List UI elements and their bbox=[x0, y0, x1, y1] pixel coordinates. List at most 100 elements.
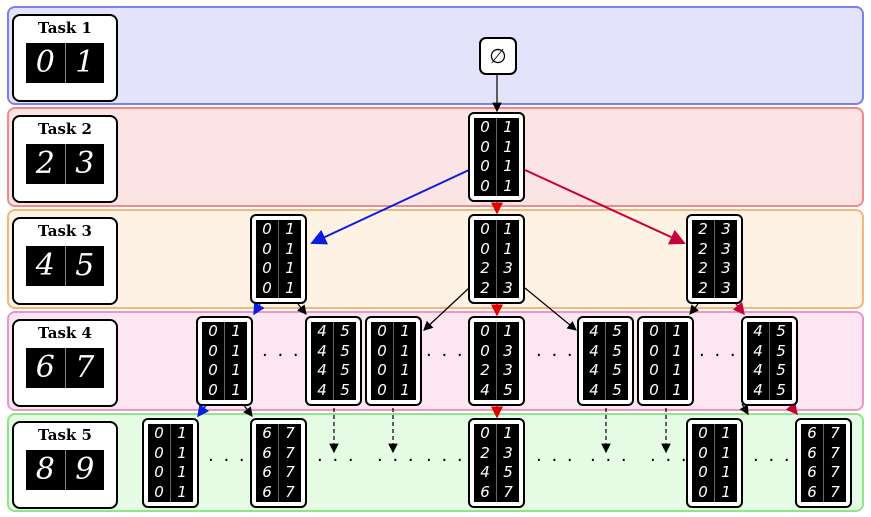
digit: 0 bbox=[698, 463, 708, 481]
digit: 1 bbox=[665, 322, 688, 342]
digit: 0 bbox=[377, 322, 387, 340]
edge-t2-t3left bbox=[310, 169, 470, 245]
digit: 1 bbox=[393, 341, 416, 361]
ellipsis: · · · bbox=[426, 450, 465, 471]
digit: 1 bbox=[393, 322, 416, 342]
digit: 5 bbox=[769, 380, 792, 400]
digit: 6 bbox=[262, 463, 272, 481]
digit: 5 bbox=[64, 246, 105, 286]
digit: 0 bbox=[480, 137, 490, 156]
digit: 4 bbox=[589, 361, 599, 379]
digit: 0 bbox=[262, 239, 272, 258]
digit: 4 bbox=[753, 341, 763, 360]
digit: 5 bbox=[769, 361, 792, 381]
digit: 4 bbox=[753, 361, 763, 379]
digit: 5 bbox=[769, 322, 792, 342]
digit: 0 bbox=[480, 220, 490, 238]
ellipsis: · · · bbox=[262, 345, 301, 366]
digit: 3 bbox=[714, 220, 737, 240]
digit: 0 bbox=[698, 424, 708, 442]
task1-label: Task 1 bbox=[38, 19, 92, 37]
digit: 0 bbox=[649, 322, 659, 340]
digit: 6 bbox=[807, 424, 817, 442]
digit: 6 bbox=[262, 443, 272, 462]
digit: 2 bbox=[698, 259, 708, 277]
digit: 1 bbox=[170, 443, 193, 463]
digit: 7 bbox=[496, 482, 519, 502]
digit: 2 bbox=[480, 278, 490, 297]
ellipsis: · · · bbox=[650, 450, 689, 471]
edge-t4a-t5a bbox=[197, 403, 210, 418]
digit: 0 bbox=[208, 361, 218, 379]
digit: 3 bbox=[496, 259, 519, 279]
digit: 4 bbox=[589, 322, 599, 340]
digit: 3 bbox=[496, 443, 519, 463]
digit: 4 bbox=[317, 341, 327, 360]
digit: 7 bbox=[278, 443, 301, 463]
digit: 1 bbox=[496, 239, 519, 259]
digit: 4 bbox=[753, 380, 763, 399]
task2-label: Task 2 bbox=[38, 120, 92, 138]
digit: 7 bbox=[823, 424, 846, 444]
digit: 0 bbox=[154, 463, 164, 481]
task2-band bbox=[7, 107, 864, 207]
digit: 0 bbox=[208, 380, 218, 399]
digit: 3 bbox=[496, 341, 519, 361]
digit: 5 bbox=[333, 322, 356, 342]
ellipsis: · · · bbox=[753, 450, 792, 471]
digit: 5 bbox=[333, 361, 356, 381]
edge-t3right-t4g bbox=[732, 302, 745, 316]
ellipsis: · · · bbox=[536, 345, 575, 366]
digit: 6 bbox=[807, 443, 817, 462]
edge-t3right-t4f bbox=[689, 303, 699, 315]
digit: 1 bbox=[496, 118, 519, 138]
